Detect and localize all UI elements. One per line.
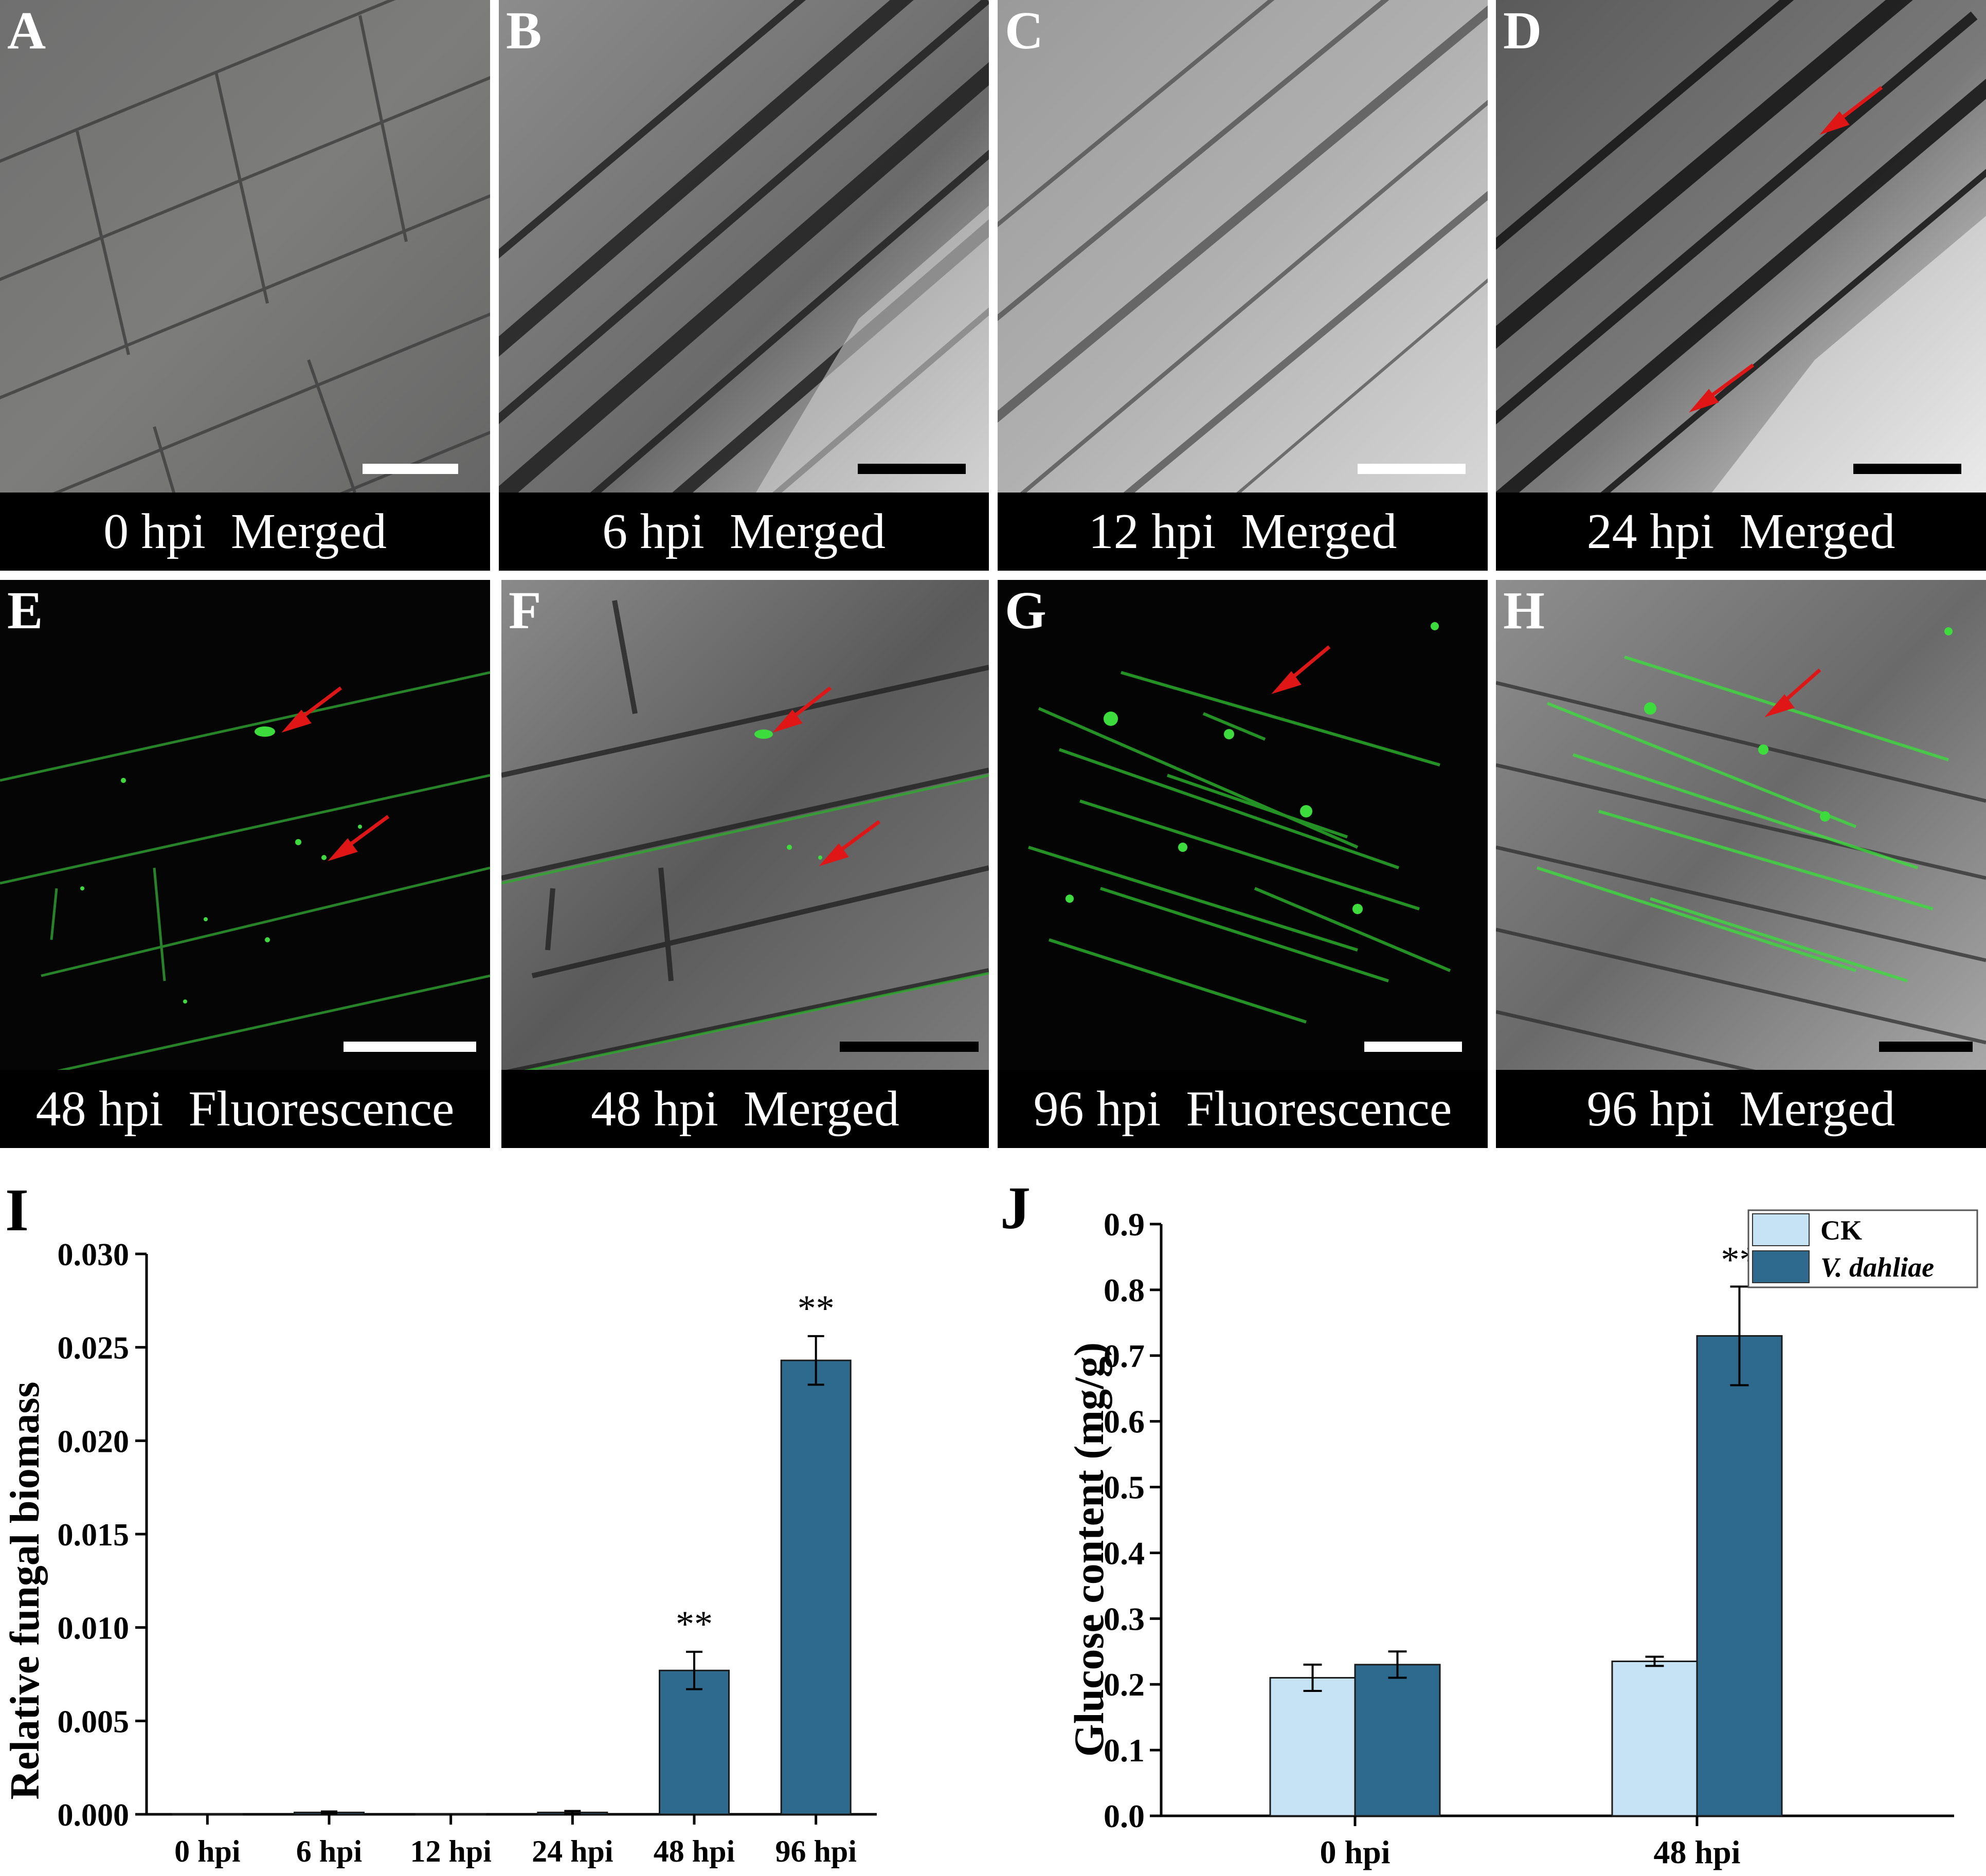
scale-bar-g (1364, 1042, 1462, 1052)
y-tick-label: 0.025 (58, 1331, 130, 1366)
panel-letter-a: A (7, 1, 46, 60)
significance-label: ** (676, 1604, 713, 1645)
panel-letter-g: G (1005, 581, 1046, 640)
micrograph-panel-g: G 96 hpi Fluorescence (998, 580, 1488, 1148)
micrograph-panel-f: F 48 hpi Merged (501, 580, 989, 1148)
micrograph-panel-h: H 96 hpi Merged (1496, 580, 1986, 1148)
x-tick-label: 0 hpi (1320, 1834, 1391, 1870)
scale-bar-f (840, 1042, 979, 1052)
scale-bar-h (1879, 1042, 1973, 1052)
chart-j-legend: CK V. dahliae (1747, 1209, 1978, 1288)
legend-label: CK (1820, 1215, 1862, 1246)
panel-caption-h: 96 hpi Merged (1496, 1070, 1986, 1148)
y-tick-label: 0.000 (58, 1798, 130, 1833)
panel-letter-f: F (509, 581, 541, 640)
chart-i-panel-letter: I (5, 1176, 29, 1244)
chart-i-fungal-biomass: ** ** 0.000 0.005 0.010 0.015 0.020 0.025 0.030… (3, 1237, 877, 1868)
panel-caption-d: 24 hpi Merged (1496, 493, 1986, 571)
panel-letter-d: D (1503, 1, 1542, 60)
y-tick-label: 0.6 (1104, 1404, 1145, 1440)
micrograph-image-g (998, 580, 1488, 1070)
panel-letter-e: E (7, 581, 43, 640)
y-tick-label: 0.005 (58, 1704, 130, 1739)
y-tick-label: 0.9 (1104, 1206, 1145, 1243)
y-tick-label: 0.8 (1104, 1272, 1145, 1308)
chart-i-bars: ** ** (172, 1288, 852, 1815)
legend-swatch (1752, 1213, 1810, 1246)
y-tick-label: 0.0 (1104, 1798, 1145, 1834)
bar (780, 1359, 852, 1815)
panel-caption-g: 96 hpi Fluorescence (998, 1070, 1488, 1148)
panel-letter-b: B (506, 1, 542, 60)
panel-caption-f: 48 hpi Merged (501, 1070, 989, 1148)
micrograph-image-b (499, 0, 989, 493)
panel-letter-c: C (1005, 1, 1044, 60)
bar (1611, 1660, 1698, 1817)
chart-i-ticks: 0.000 0.005 0.010 0.015 0.020 0.025 0.030 0 hpi… (58, 1237, 857, 1868)
chart-j-bars: ** (1269, 1239, 1783, 1817)
panel-caption-a: 0 hpi Merged (0, 493, 490, 571)
y-tick-label: 0.010 (58, 1611, 130, 1646)
chart-j-y-axis-label: Glucose content (mg/g) (1066, 1342, 1112, 1757)
bar (1354, 1664, 1441, 1817)
bar (1696, 1335, 1783, 1817)
scale-bar-a (363, 464, 458, 474)
chart-j-ticks: 0.0 0.1 0.2 0.3 0.4 0.5 0.6 0.7 0.8 0.9 0 hpi 48 hp… (1104, 1206, 1740, 1870)
y-tick-label: 0.1 (1104, 1732, 1145, 1769)
micrograph-image-c (998, 0, 1488, 493)
micrograph-panel-a: A 0 hpi Merged (0, 0, 490, 571)
legend-label: V. dahliae (1820, 1252, 1934, 1283)
red-arrow-icon (1689, 86, 1883, 413)
y-tick-label: 0.015 (58, 1518, 130, 1553)
chart-j-panel-letter: J (1000, 1174, 1031, 1242)
y-tick-label: 0.030 (58, 1237, 130, 1272)
x-tick-label: 48 hpi (1654, 1834, 1741, 1870)
y-tick-label: 0.7 (1104, 1338, 1145, 1374)
chart-i-axes (145, 1254, 877, 1816)
bar (659, 1669, 730, 1815)
x-tick-label: 48 hpi (654, 1834, 735, 1868)
legend-swatch (1752, 1250, 1810, 1283)
micrograph-panel-d: D 24 hpi Merged (1496, 0, 1986, 571)
y-tick-label: 0.2 (1104, 1666, 1145, 1703)
x-tick-label: 12 hpi (410, 1834, 491, 1868)
chart-j-glucose-content: ** 0.0 0.1 0.2 0.3 0.4 0.5 0.6 0.7 0.8 0.9 0 hpi 48… (1066, 1206, 1978, 1870)
micrograph-image-f (501, 580, 989, 1070)
panel-letter-h: H (1503, 581, 1545, 640)
x-tick-label: 96 hpi (775, 1834, 856, 1868)
y-tick-label: 0.3 (1104, 1600, 1145, 1637)
y-tick-label: 0.4 (1104, 1535, 1145, 1571)
micrograph-panel-c: C 12 hpi Merged (998, 0, 1488, 571)
panel-caption-b: 6 hpi Merged (499, 493, 989, 571)
significance-label: ** (798, 1288, 835, 1329)
scale-bar-b (858, 464, 966, 474)
scale-bar-c (1358, 464, 1466, 474)
micrograph-panel-b: B 6 hpi Merged (499, 0, 989, 571)
micrograph-image-e (0, 580, 490, 1070)
micrograph-panel-e: E 48 hpi Fluorescence (0, 580, 490, 1148)
x-tick-label: 0 hpi (174, 1834, 240, 1868)
micrograph-image-d (1496, 0, 1986, 493)
scale-bar-d (1853, 464, 1961, 474)
bar (1269, 1677, 1356, 1817)
scale-bar-e (344, 1042, 476, 1052)
chart-i-y-axis-label: Relative fungal biomass (3, 1381, 48, 1799)
micrograph-image-a (0, 0, 490, 493)
y-tick-label: 0.020 (58, 1424, 130, 1459)
x-tick-label: 24 hpi (532, 1834, 613, 1868)
panel-caption-e: 48 hpi Fluorescence (0, 1070, 490, 1148)
y-tick-label: 0.5 (1104, 1469, 1145, 1506)
micrograph-image-h (1496, 580, 1986, 1070)
panel-caption-c: 12 hpi Merged (998, 493, 1488, 571)
x-tick-label: 6 hpi (296, 1834, 362, 1868)
